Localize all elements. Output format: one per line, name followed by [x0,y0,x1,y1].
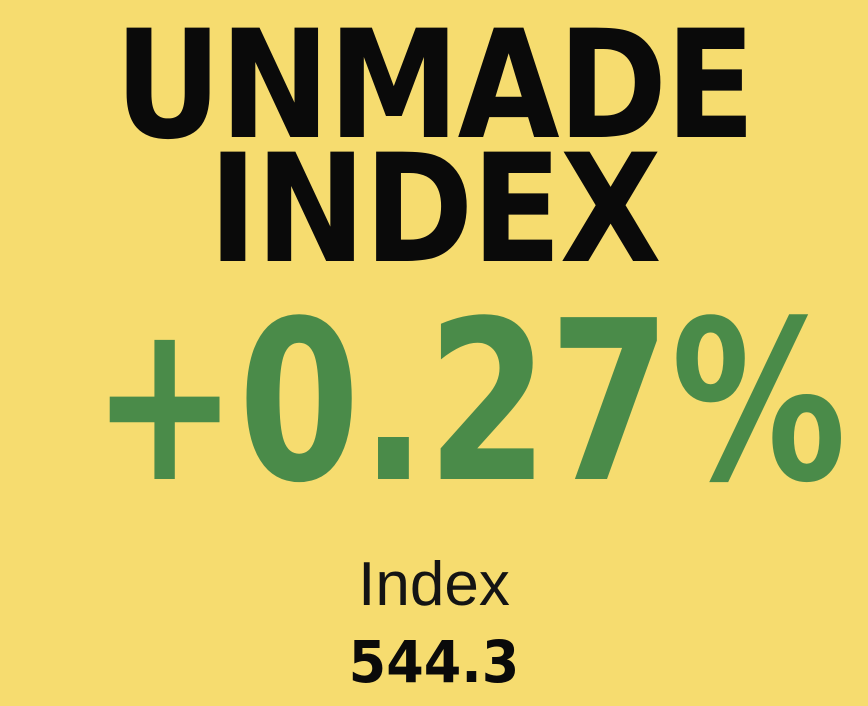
index-value-label: Index [358,550,510,619]
index-value: 544.3 [348,628,520,696]
title-line-2: INDEX [208,123,661,297]
title-line-1: UNMADE [114,0,755,173]
index-change-percent: +0.27% [91,274,847,532]
page-title: UNMADE INDEX [52,0,816,297]
